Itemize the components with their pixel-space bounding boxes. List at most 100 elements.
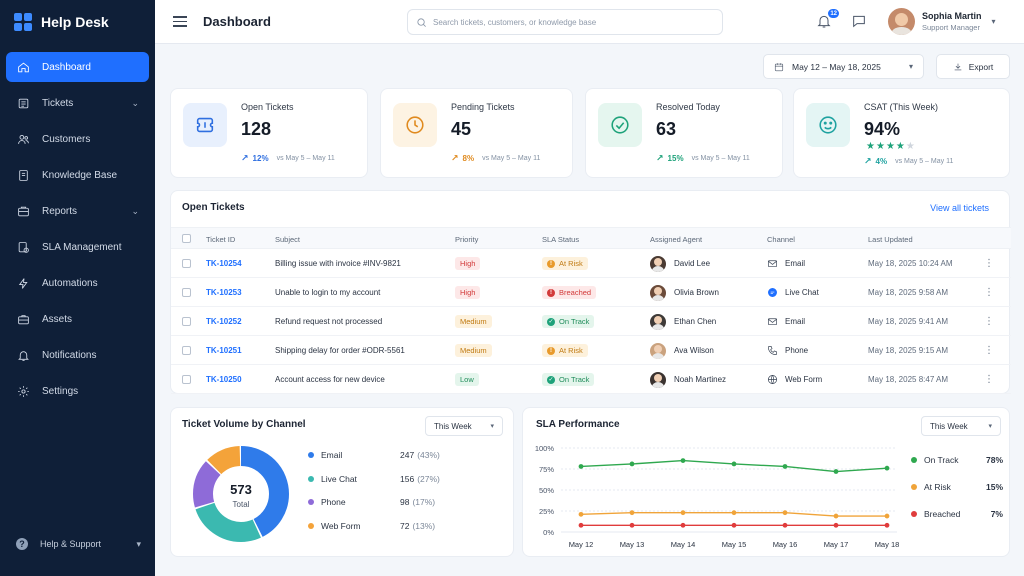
- column-header[interactable]: Last Updated: [868, 235, 913, 244]
- export-button[interactable]: Export: [936, 54, 1010, 79]
- data-point-at-risk[interactable]: [629, 510, 635, 516]
- stat-card-csat-this-week[interactable]: CSAT (This Week) 94% ★★★★★ ↗ 4% vs May 5 – Ma…: [793, 88, 1010, 178]
- search-input[interactable]: [433, 17, 713, 27]
- stat-card-resolved-today[interactable]: Resolved Today 63 ↗ 15% vs May 5 – May 11: [585, 88, 783, 178]
- mail-icon: [767, 316, 778, 327]
- data-point-on-track[interactable]: [578, 464, 584, 469]
- ticket-id-link[interactable]: TK-10254: [206, 259, 242, 268]
- data-point-at-risk[interactable]: [731, 510, 737, 516]
- sla-performance-title: SLA Performance: [536, 419, 620, 430]
- sidebar-item-tickets[interactable]: Tickets ⌄: [6, 88, 149, 118]
- avatar: [650, 371, 666, 388]
- data-point-breached[interactable]: [680, 522, 686, 528]
- row-checkbox[interactable]: [182, 259, 191, 268]
- data-point-on-track[interactable]: [884, 465, 890, 471]
- avatar: [650, 284, 666, 301]
- donut-slice-email[interactable]: [193, 446, 289, 542]
- data-point-at-risk[interactable]: [884, 513, 890, 519]
- column-header[interactable]: SLA Status: [542, 235, 580, 244]
- priority-badge: High: [455, 257, 481, 270]
- table-row[interactable]: TK-10252 Refund request not processed Medi…: [171, 307, 1011, 336]
- ticket-id-link[interactable]: TK-10253: [206, 288, 242, 297]
- help-support[interactable]: ? Help & Support ▾: [6, 532, 149, 556]
- row-checkbox[interactable]: [182, 375, 191, 384]
- data-point-breached[interactable]: [782, 522, 788, 528]
- data-point-on-track[interactable]: [629, 461, 635, 467]
- priority-badge: Low: [455, 373, 479, 386]
- sidebar-item-automations[interactable]: Automations: [6, 268, 149, 298]
- sidebar-item-reports[interactable]: Reports ⌄: [6, 196, 149, 226]
- data-point-breached[interactable]: [884, 522, 890, 528]
- legend-count: 156: [400, 473, 415, 484]
- data-point-at-risk[interactable]: [680, 510, 686, 516]
- sidebar-item-settings[interactable]: Settings: [6, 376, 149, 406]
- messages-button[interactable]: [851, 13, 869, 31]
- donut-slice-phone[interactable]: [193, 446, 289, 542]
- column-header[interactable]: Channel: [767, 235, 795, 244]
- data-point-on-track[interactable]: [833, 469, 839, 474]
- stat-card-open-tickets[interactable]: Open Tickets 128 ↗ 12% vs May 5 – May 11: [170, 88, 368, 178]
- sidebar-item-knowledge-base[interactable]: Knowledge Base: [6, 160, 149, 190]
- notifications-button[interactable]: 12: [816, 8, 840, 31]
- menu-toggle-icon[interactable]: [173, 16, 187, 27]
- column-header[interactable]: Ticket ID: [206, 235, 236, 244]
- sidebar-item-customers[interactable]: Customers: [6, 124, 149, 154]
- search-box[interactable]: [407, 9, 723, 35]
- stat-trend: ↗ 4% vs May 5 – May 11: [864, 156, 953, 167]
- row-checkbox[interactable]: [182, 317, 191, 326]
- ticket-id-link[interactable]: TK-10252: [206, 317, 242, 326]
- brand[interactable]: Help Desk: [0, 0, 155, 44]
- data-point-on-track[interactable]: [680, 458, 686, 463]
- sidebar-item-sla-management[interactable]: SLA Management: [6, 232, 149, 262]
- ticket-id-link[interactable]: TK-10250: [206, 375, 242, 384]
- column-header[interactable]: Assigned Agent: [650, 235, 703, 244]
- book-icon: [16, 168, 30, 182]
- column-header[interactable]: Priority: [455, 235, 479, 244]
- data-point-on-track[interactable]: [782, 464, 788, 469]
- more-options-icon[interactable]: ⋮: [984, 316, 994, 327]
- user-menu[interactable]: Sophia Martin Support Manager ▾: [888, 8, 996, 35]
- sidebar-item-dashboard[interactable]: Dashboard: [6, 52, 149, 82]
- more-options-icon[interactable]: ⋮: [984, 345, 994, 356]
- table-header: Ticket ID Subject Priority SLA Status Assign…: [171, 227, 1011, 249]
- data-point-at-risk[interactable]: [782, 510, 788, 516]
- stat-card-pending-tickets[interactable]: Pending Tickets 45 ↗ 8% vs May 5 – May 11: [380, 88, 573, 178]
- row-checkbox[interactable]: [182, 288, 191, 297]
- data-point-breached[interactable]: [578, 522, 584, 528]
- sidebar-item-notifications[interactable]: Notifications: [6, 340, 149, 370]
- sidebar-item-assets[interactable]: Assets: [6, 304, 149, 334]
- more-options-icon[interactable]: ⋮: [984, 258, 994, 269]
- table-row[interactable]: TK-10254 Billing issue with invoice #INV-…: [171, 249, 1011, 278]
- data-point-at-risk[interactable]: [833, 513, 839, 519]
- table-row[interactable]: TK-10250 Account access for new device Low…: [171, 365, 1011, 394]
- more-options-icon[interactable]: ⋮: [984, 287, 994, 298]
- table-row[interactable]: TK-10251 Shipping delay for order #ODR-55…: [171, 336, 1011, 365]
- table-row[interactable]: TK-10253 Unable to login to my account Hig…: [171, 278, 1011, 307]
- row-checkbox[interactable]: [182, 346, 191, 355]
- donut-slice-live-chat[interactable]: [193, 446, 289, 542]
- data-point-breached[interactable]: [833, 522, 839, 528]
- data-point-on-track[interactable]: [731, 461, 737, 467]
- date-range-picker[interactable]: May 12 – May 18, 2025 ▾: [763, 54, 924, 79]
- ticket-list-icon: [16, 96, 30, 110]
- stat-trend: ↗ 8% vs May 5 – May 11: [451, 153, 540, 164]
- sidebar-item-label: Customers: [42, 133, 91, 145]
- column-header[interactable]: Subject: [275, 235, 301, 244]
- sla-icon: [16, 240, 30, 254]
- data-point-breached[interactable]: [731, 522, 737, 528]
- automation-icon: [16, 276, 30, 290]
- ticket-id-link[interactable]: TK-10251: [206, 346, 242, 355]
- alert-icon: !: [547, 259, 555, 268]
- data-point-breached[interactable]: [629, 522, 635, 528]
- view-all-tickets-link[interactable]: View all tickets: [930, 203, 989, 213]
- open-tickets-title: Open Tickets: [182, 202, 245, 213]
- select-all-checkbox[interactable]: [182, 234, 191, 243]
- agent-name: David Lee: [674, 259, 711, 268]
- data-point-at-risk[interactable]: [578, 511, 584, 517]
- phone-icon: [767, 345, 778, 356]
- volume-period-select[interactable]: This Week ▾: [425, 416, 503, 436]
- more-options-icon[interactable]: ⋮: [984, 374, 994, 385]
- trend-value: 15%: [667, 154, 684, 163]
- sla-period-select[interactable]: This Week ▾: [921, 416, 1001, 436]
- sla-status-label: On Track: [559, 317, 590, 326]
